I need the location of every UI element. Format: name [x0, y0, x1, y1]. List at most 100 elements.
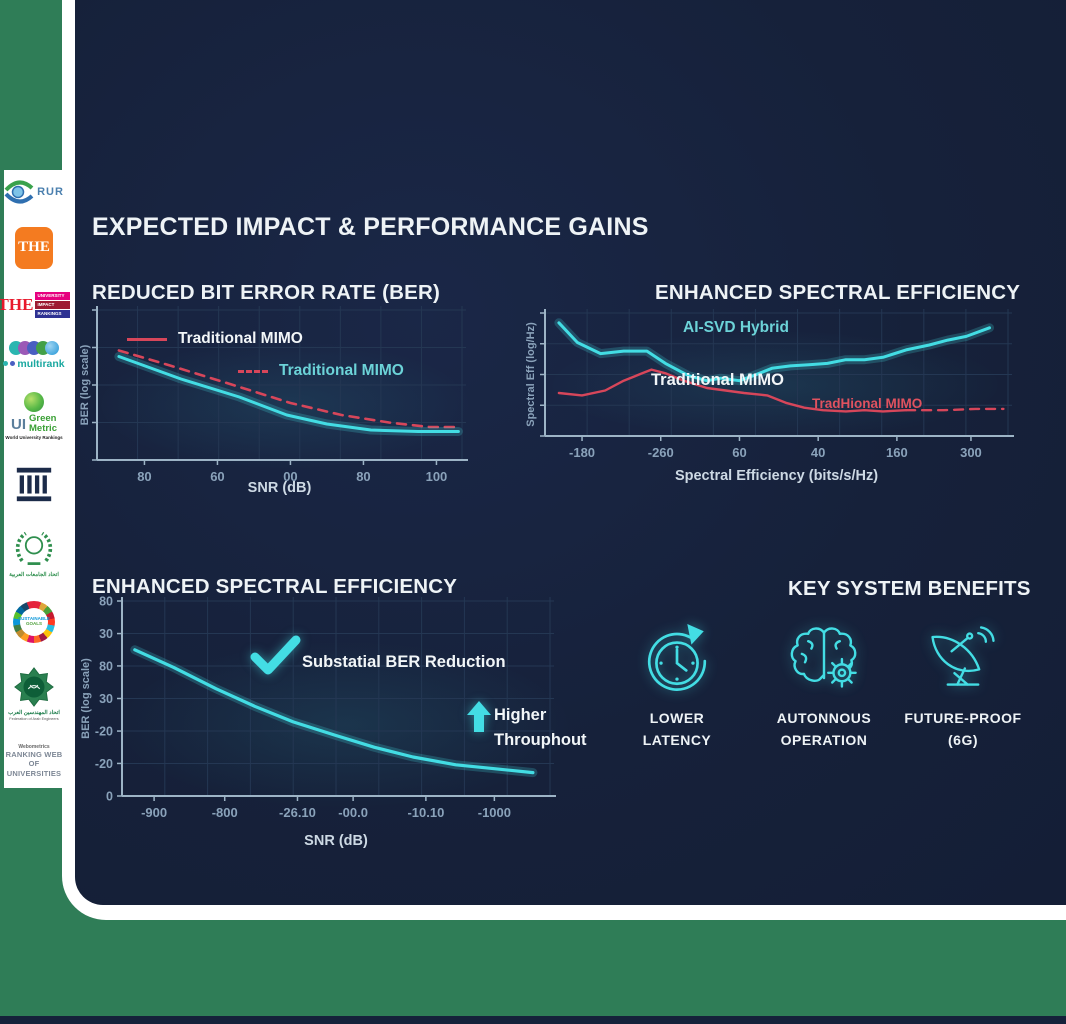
multirank-circles-icon	[9, 340, 59, 355]
benefit-autonomous-operation: AUTONNOUS OPERATION	[749, 622, 899, 751]
section-title-spectral-2: ENHANCED SPECTRAL EFFICIENCY	[92, 575, 458, 598]
svg-text:-20: -20	[95, 725, 113, 739]
page-title: EXPECTED IMPACT & PERFORMANCE GAINS	[92, 212, 649, 241]
checkmark-icon	[250, 635, 301, 675]
svg-text:-20: -20	[95, 757, 113, 771]
svg-text:SNR (dB): SNR (dB)	[248, 480, 312, 496]
spectral-efficiency-chart: -180 -260 60 40 160 300 Spectral Efficiency (b…	[525, 309, 1014, 484]
logo-classical-building	[12, 463, 56, 505]
section-title-ber: REDUCED BIT ERROR RATE (BER)	[92, 281, 441, 304]
rankings-sidebar: RUR THE THE UNIVERSITY IMPACT RANKINGS	[0, 170, 71, 788]
svg-text:Spectral Efficiency (bits/s/Hz: Spectral Efficiency (bits/s/Hz)	[675, 468, 878, 484]
ber-reduction-chart: -900 -800 -26.10 -00.0 -10.10 -1000 80 30 80 30 -2…	[80, 595, 556, 849]
greenmetric-line2: Metric	[29, 423, 57, 435]
rur-eye-icon	[4, 180, 34, 204]
benefit-label: LOWER LATENCY	[642, 710, 712, 748]
svg-text:BER (log scale): BER (log scale)	[79, 344, 91, 425]
svg-text:-10.10: -10.10	[407, 805, 444, 820]
bottom-strip	[0, 1016, 1066, 1024]
sdg-wheel-icon: SUSTAINABLE GOALS	[13, 600, 55, 643]
sdg-line1: SUSTAINABLE	[18, 615, 50, 621]
svg-text:-260: -260	[648, 445, 674, 460]
svg-text:-26.10: -26.10	[279, 805, 316, 820]
line-label-traditional-mimo: Traditional MIMO	[651, 371, 784, 389]
legend-line-swatch-dashed	[238, 369, 268, 373]
multirank-label: multirank	[17, 357, 65, 370]
svg-text:80: 80	[137, 469, 151, 484]
legend-traditional-mimo-solid: Traditional MIMO	[127, 330, 303, 348]
annotation-ber-reduction: Substatial BER Reduction	[302, 653, 506, 671]
svg-text:30: 30	[99, 627, 113, 641]
svg-text:40: 40	[811, 445, 825, 460]
svg-text:100: 100	[426, 469, 448, 484]
legend-label: Traditional MIMO	[279, 362, 404, 379]
svg-text:60: 60	[732, 445, 746, 460]
impact-bar-rankings: RANKINGS	[35, 309, 71, 318]
svg-text:-1000: -1000	[478, 805, 511, 820]
line-label-traditional-mimo-2: TradHional MIMO	[812, 396, 923, 411]
line-label-ai-svd-hybrid: AI-SVD Hybrid	[683, 319, 789, 336]
legend-line-swatch-solid	[127, 337, 167, 341]
logo-rur: RUR	[4, 180, 64, 204]
webometrics-line2: OF UNIVERSITIES	[6, 759, 62, 778]
benefit-future-proof: FUTURE-PROOF (6G)	[888, 622, 1038, 751]
logo-greenmetric: UI Green Metric World University Ranking…	[5, 392, 63, 441]
benefit-lower-latency: LOWER LATENCY	[602, 622, 752, 751]
svg-text:-900: -900	[141, 805, 167, 820]
logo-arab-engineers: اتحاد المهندسين العرب Federation of Arab…	[8, 666, 60, 721]
webometrics-brand: Webometrics	[18, 743, 50, 750]
impact-bar-university: UNIVERSITY	[35, 291, 71, 300]
sdg-line2: GOALS	[25, 620, 42, 626]
logo-multirank: multirank	[3, 340, 65, 370]
arab-universities-label: اتحاد الجامعات العربية	[9, 572, 59, 578]
section-title-benefits: KEY SYSTEM BENEFITS	[788, 577, 1031, 600]
webometrics-line1: RANKING WEB	[5, 749, 63, 759]
brain-gear-icon	[790, 627, 857, 688]
laurel-wreath-icon	[15, 531, 53, 565]
greenmetric-globe-icon	[24, 392, 44, 413]
rur-label: RUR	[37, 186, 64, 198]
arab-engineers-en: Federation of Arab Engineers	[9, 716, 59, 721]
svg-text:Spectral Eff (log/Hz): Spectral Eff (log/Hz)	[525, 322, 537, 427]
svg-text:80: 80	[356, 469, 370, 484]
the-label: THE	[18, 239, 50, 256]
svg-text:SNR (dB): SNR (dB)	[304, 833, 368, 849]
octagram-emblem-icon	[14, 666, 54, 707]
legend-traditional-mimo-dashed: Traditional MIMO	[238, 362, 404, 380]
svg-text:00: 00	[283, 469, 297, 484]
svg-text:60: 60	[210, 469, 224, 484]
svg-text:BER (log scale): BER (log scale)	[80, 658, 92, 739]
benefit-label: FUTURE-PROOF (6G)	[904, 710, 1022, 748]
greenmetric-line1: Green	[29, 413, 57, 425]
svg-text:-800: -800	[212, 805, 238, 820]
impact-bar-impact: IMPACT	[35, 300, 71, 309]
svg-text:-00.0: -00.0	[338, 805, 368, 820]
ber-chart: 80 60 00 80 100 SNR (dB) BER (log scale)	[79, 306, 468, 496]
building-columns-icon	[16, 467, 52, 502]
svg-text:160: 160	[886, 445, 908, 460]
legend-label: Traditional MIMO	[178, 330, 303, 347]
svg-text:-180: -180	[569, 445, 595, 460]
logo-the-impact-rankings: THE UNIVERSITY IMPACT RANKINGS	[0, 291, 71, 318]
logo-arab-universities: اتحاد الجامعات العربية	[9, 528, 59, 578]
section-title-spectral: ENHANCED SPECTRAL EFFICIENCY	[655, 281, 1021, 304]
the-impact-label: THE	[0, 294, 34, 314]
benefit-label: AUTONNOUS OPERATION	[776, 710, 872, 748]
greenmetric-ui: UI	[11, 415, 26, 433]
svg-text:300: 300	[960, 445, 982, 460]
satellite-dish-icon	[931, 626, 995, 686]
greenmetric-sub: World University Rankings	[5, 435, 63, 441]
annotation-higher-throughput: Higher Throuphout	[494, 706, 587, 749]
up-arrow-icon	[467, 701, 491, 732]
svg-text:30: 30	[99, 692, 113, 706]
logo-the: THE	[15, 226, 53, 269]
svg-text:80: 80	[99, 595, 113, 609]
logo-webometrics: Webometrics RANKING WEB OF UNIVERSITIES	[4, 744, 64, 778]
svg-text:0: 0	[106, 790, 113, 804]
clock-arrow-icon	[647, 624, 707, 691]
arab-engineers-ar: اتحاد المهندسين العرب	[8, 709, 60, 716]
logo-sdg: SUSTAINABLE GOALS	[13, 600, 55, 643]
svg-text:80: 80	[99, 659, 113, 673]
main-panel: EXPECTED IMPACT & PERFORMANCE GAINS REDU…	[75, 0, 1066, 905]
